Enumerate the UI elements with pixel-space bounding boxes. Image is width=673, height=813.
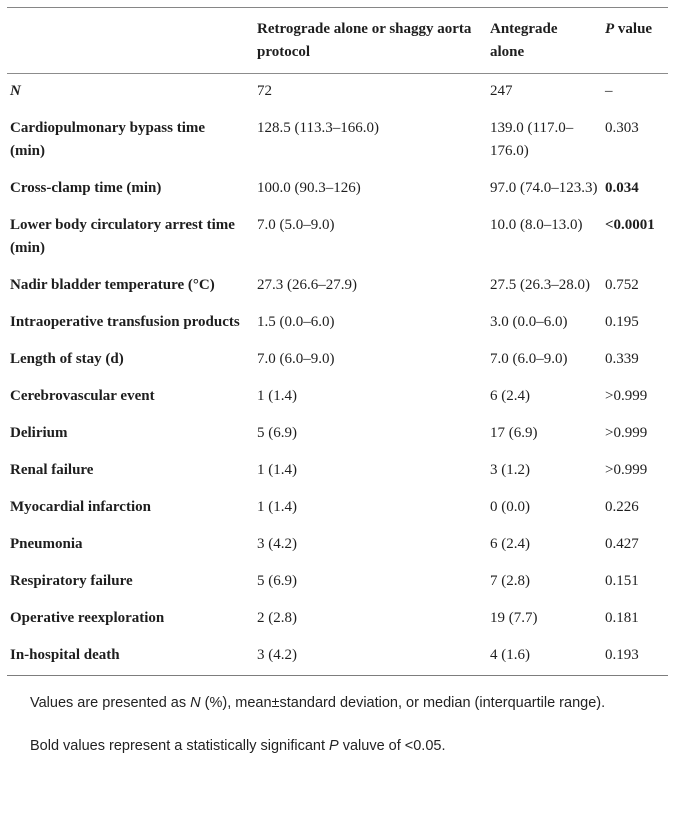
footnote1-italic-n: N — [190, 695, 201, 711]
column-header-retrograde: Retrograde alone or shaggy aorta protoco… — [257, 21, 472, 60]
p-value-cell: >0.999 — [605, 462, 648, 478]
table-row: N 72 247 – — [7, 74, 668, 112]
table-row: Operative reexploration 2 (2.8) 19 (7.7)… — [7, 601, 668, 638]
retrograde-value-cell: 5 (6.9) — [257, 573, 297, 589]
row-label-cell: Cross-clamp time (min) — [10, 180, 162, 196]
retrograde-value-cell: 1 (1.4) — [257, 462, 297, 478]
table-row: Delirium 5 (6.9) 17 (6.9) >0.999 — [7, 416, 668, 453]
antegrade-value-cell: 139.0 (117.0–176.0) — [490, 120, 574, 159]
p-value-cell: 0.303 — [605, 120, 639, 136]
row-label-cell: In-hospital death — [10, 647, 120, 663]
p-value-cell: 0.181 — [605, 610, 639, 626]
p-value-cell: >0.999 — [605, 388, 648, 404]
p-value-cell: – — [605, 83, 613, 99]
header-row: Retrograde alone or shaggy aorta protoco… — [7, 8, 668, 74]
footnote2-pre: Bold values represent a statistically si… — [30, 738, 330, 754]
retrograde-value-cell: 3 (4.2) — [257, 536, 297, 552]
pvalue-header-rest: value — [614, 21, 653, 37]
row-label-cell: Respiratory failure — [10, 573, 133, 589]
footnote-bold-note: Bold values represent a statistically si… — [30, 736, 665, 756]
antegrade-value-cell: 7.0 (6.0–9.0) — [490, 351, 568, 367]
table-row: Lower body circulatory arrest time (min)… — [7, 208, 668, 268]
footnote2-italic-p: P — [329, 738, 339, 754]
retrograde-value-cell: 2 (2.8) — [257, 610, 297, 626]
retrograde-value-cell: 3 (4.2) — [257, 647, 297, 663]
antegrade-value-cell: 17 (6.9) — [490, 425, 538, 441]
antegrade-value-cell: 10.0 (8.0–13.0) — [490, 217, 583, 233]
column-header-empty — [7, 8, 257, 74]
footnote1-post: (%), mean±standard deviation, or median … — [200, 695, 606, 711]
table-row: Cerebrovascular event 1 (1.4) 6 (2.4) >0… — [7, 379, 668, 416]
retrograde-value-cell: 100.0 (90.3–126) — [257, 180, 361, 196]
table-row: Cardiopulmonary bypass time (min) 128.5 … — [7, 111, 668, 171]
retrograde-value-cell: 1 (1.4) — [257, 388, 297, 404]
p-value-cell: 0.195 — [605, 314, 639, 330]
table-row: Intraoperative transfusion products 1.5 … — [7, 305, 668, 342]
table-row: Length of stay (d) 7.0 (6.0–9.0) 7.0 (6.… — [7, 342, 668, 379]
retrograde-value-cell: 27.3 (26.6–27.9) — [257, 277, 357, 293]
antegrade-value-cell: 19 (7.7) — [490, 610, 538, 626]
row-label-cell: Intraoperative transfusion products — [10, 314, 240, 330]
footnote1-pre: Values are presented as — [30, 695, 191, 711]
p-value-cell: 0.427 — [605, 536, 639, 552]
row-label-cell: Delirium — [10, 425, 68, 441]
antegrade-value-cell: 4 (1.6) — [490, 647, 530, 663]
antegrade-value-cell: 7 (2.8) — [490, 573, 530, 589]
antegrade-value-cell: 0 (0.0) — [490, 499, 530, 515]
retrograde-value-cell: 5 (6.9) — [257, 425, 297, 441]
row-label-cell: Renal failure — [10, 462, 94, 478]
row-label-cell: Nadir bladder temperature (°C) — [10, 277, 215, 293]
retrograde-value-cell: 7.0 (6.0–9.0) — [257, 351, 335, 367]
table-body: N 72 247 – Cardiopulmonary bypass time (… — [7, 74, 668, 676]
p-value-cell: >0.999 — [605, 425, 648, 441]
row-label-cell: Lower body circulatory arrest time (min) — [10, 217, 235, 256]
table-row: Cross-clamp time (min) 100.0 (90.3–126) … — [7, 171, 668, 208]
footnote-values-note: Values are presented as N (%), mean±stan… — [30, 693, 665, 713]
antegrade-value-cell: 3 (1.2) — [490, 462, 530, 478]
row-label-cell: N — [10, 83, 21, 99]
footnote2-post: valuve of <0.05. — [338, 738, 446, 754]
row-label-cell: Pneumonia — [10, 536, 83, 552]
column-header-pvalue: P value — [605, 8, 668, 74]
antegrade-value-cell: 6 (2.4) — [490, 536, 530, 552]
row-label-cell: Myocardial infarction — [10, 499, 151, 515]
table-row: Pneumonia 3 (4.2) 6 (2.4) 0.427 — [7, 527, 668, 564]
antegrade-value-cell: 3.0 (0.0–6.0) — [490, 314, 568, 330]
antegrade-value-cell: 97.0 (74.0–123.3) — [490, 180, 598, 196]
antegrade-value-cell: 247 — [490, 83, 513, 99]
row-label-cell: Operative reexploration — [10, 610, 165, 626]
table-row: Myocardial infarction 1 (1.4) 0 (0.0) 0.… — [7, 490, 668, 527]
p-value-cell: 0.151 — [605, 573, 639, 589]
retrograde-value-cell: 72 — [257, 83, 272, 99]
column-header-antegrade: Antegrade alone — [490, 21, 558, 60]
row-label-cell: Length of stay (d) — [10, 351, 124, 367]
retrograde-value-cell: 7.0 (5.0–9.0) — [257, 217, 335, 233]
table-row: Renal failure 1 (1.4) 3 (1.2) >0.999 — [7, 453, 668, 490]
antegrade-value-cell: 27.5 (26.3–28.0) — [490, 277, 590, 293]
retrograde-value-cell: 1.5 (0.0–6.0) — [257, 314, 335, 330]
p-value-cell: 0.034 — [605, 180, 639, 196]
retrograde-value-cell: 128.5 (113.3–166.0) — [257, 120, 379, 136]
table-row: Nadir bladder temperature (°C) 27.3 (26.… — [7, 268, 668, 305]
pvalue-header-italic-p: P — [605, 21, 615, 37]
table-row: In-hospital death 3 (4.2) 4 (1.6) 0.193 — [7, 638, 668, 676]
table-header: Retrograde alone or shaggy aorta protoco… — [7, 8, 668, 74]
p-value-cell: 0.193 — [605, 647, 639, 663]
antegrade-value-cell: 6 (2.4) — [490, 388, 530, 404]
p-value-cell: 0.752 — [605, 277, 639, 293]
p-value-cell: 0.339 — [605, 351, 639, 367]
row-label-cell: Cardiopulmonary bypass time (min) — [10, 120, 206, 159]
table-row: Respiratory failure 5 (6.9) 7 (2.8) 0.15… — [7, 564, 668, 601]
retrograde-value-cell: 1 (1.4) — [257, 499, 297, 515]
p-value-cell: 0.226 — [605, 499, 639, 515]
row-label-cell: Cerebrovascular event — [10, 388, 155, 404]
p-value-cell: <0.0001 — [605, 217, 655, 233]
table-footnotes: Values are presented as N (%), mean±stan… — [30, 693, 665, 756]
outcomes-table: Retrograde alone or shaggy aorta protoco… — [7, 7, 668, 676]
